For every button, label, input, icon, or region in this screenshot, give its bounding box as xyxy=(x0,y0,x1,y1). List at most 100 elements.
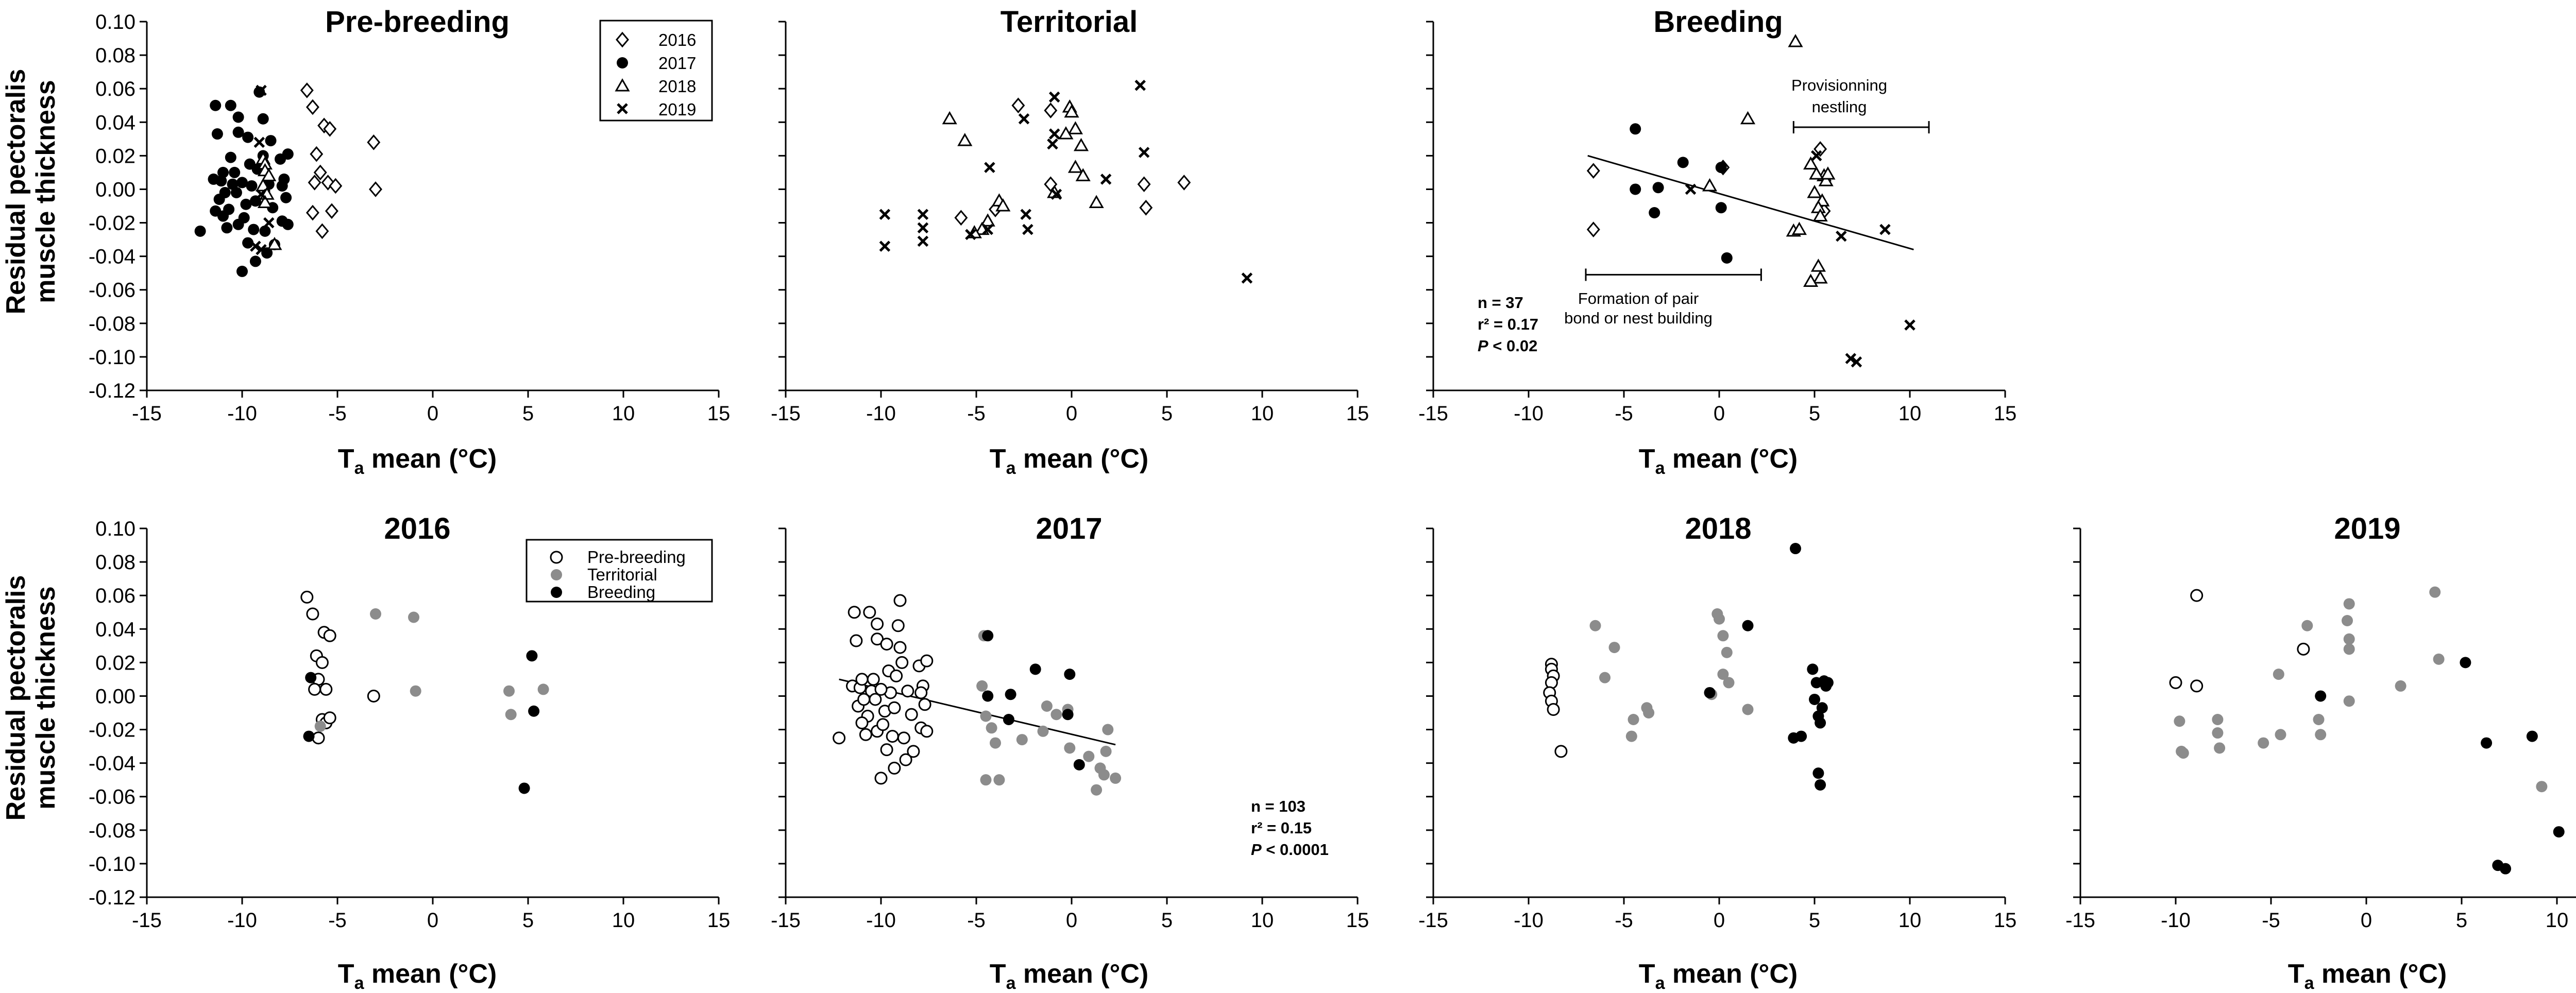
data-point xyxy=(848,606,861,619)
data-point xyxy=(863,606,876,619)
x-tick-label: -15 xyxy=(1418,909,1448,932)
data-point xyxy=(1677,157,1689,168)
legend-marker-open-circle xyxy=(550,551,563,564)
panel-2016: 0.10 0.08 0.06 0.04 0.02 0.00 -0.02 -0.04 -0.06 -… xyxy=(89,518,730,932)
x-tick-label: 0 xyxy=(1714,909,1725,932)
data-point xyxy=(329,178,343,194)
y-tick-label: -0.04 xyxy=(89,752,135,775)
data-point xyxy=(1050,189,1062,200)
legend-marker-cross xyxy=(617,103,628,114)
x-tick-label: -10 xyxy=(227,402,257,425)
series-territorial xyxy=(314,608,549,732)
data-point xyxy=(1586,221,1600,237)
data-point xyxy=(259,225,271,237)
data-point xyxy=(2169,676,2182,689)
x-axis-label-2019: Ta mean (°C) xyxy=(2288,959,2447,993)
data-point xyxy=(1704,687,1716,698)
data-point xyxy=(1048,128,1060,140)
y-tick-label: 0.06 xyxy=(95,78,135,100)
y-tick-label: 0.08 xyxy=(95,44,135,67)
legend-marker-black-circle xyxy=(551,587,562,598)
x-tick-label: -10 xyxy=(1514,402,1544,425)
y-tick-label: 0.02 xyxy=(95,145,135,167)
data-point xyxy=(240,198,252,210)
data-point xyxy=(867,673,880,686)
data-point xyxy=(899,753,912,766)
data-point xyxy=(256,84,267,96)
x-tick-label: -15 xyxy=(132,402,162,425)
x-tick-label: 15 xyxy=(707,909,731,932)
data-point xyxy=(1879,224,1891,235)
data-point xyxy=(2297,642,2310,656)
data-point xyxy=(1016,734,1028,746)
data-point xyxy=(210,99,222,111)
data-point xyxy=(982,630,994,642)
x-tick-label: 15 xyxy=(1994,909,2017,932)
data-point xyxy=(880,638,893,651)
data-point xyxy=(369,181,382,197)
y-tick-label: -0.06 xyxy=(89,279,135,302)
y-tick-label: -0.06 xyxy=(89,786,135,809)
x-tick-label: -10 xyxy=(2161,909,2191,932)
series-2018 xyxy=(256,151,282,250)
data-point xyxy=(901,684,914,698)
data-point xyxy=(1599,672,1611,683)
data-point xyxy=(1836,230,1847,242)
legend-stages: Pre-breeding Territorial Breeding xyxy=(526,539,713,603)
data-point xyxy=(210,205,222,217)
series-2017 xyxy=(194,86,294,277)
y-tick-label: 0.00 xyxy=(95,178,135,201)
x-tick-label: 10 xyxy=(1899,402,1922,425)
data-point xyxy=(2343,643,2355,655)
x-tick-label: 0 xyxy=(427,909,438,932)
data-point xyxy=(1652,182,1664,194)
data-point xyxy=(1047,138,1058,150)
data-point xyxy=(1851,356,1862,368)
data-point xyxy=(238,212,250,224)
data-point xyxy=(859,728,872,741)
x-tick-label: -5 xyxy=(1615,909,1633,932)
series-pre-breeding xyxy=(1543,658,1568,758)
x-tick-label: -15 xyxy=(771,909,801,932)
data-point xyxy=(300,590,314,604)
y-tick-label: -0.02 xyxy=(89,719,135,742)
data-point xyxy=(1098,769,1110,781)
data-point xyxy=(1649,207,1660,219)
y-axis-label-bottom-line2: muscle thickness xyxy=(31,586,61,810)
data-point xyxy=(242,237,254,249)
data-point xyxy=(2536,781,2548,793)
x-axis-label-territorial: Ta mean (°C) xyxy=(990,444,1148,478)
data-point xyxy=(229,166,241,178)
data-point xyxy=(246,180,258,192)
x-tick-label: 10 xyxy=(1251,909,1274,932)
y-axis-label-bottom-line1: Residual pectoralis xyxy=(1,575,31,821)
panel-2017: -15 -10 -5 0 5 10 15 xyxy=(771,527,1369,932)
data-point xyxy=(505,709,517,721)
data-point xyxy=(1018,113,1030,125)
y-tick-label: -0.12 xyxy=(89,886,135,909)
data-point xyxy=(242,131,254,143)
legend-label-2019: 2019 xyxy=(658,100,696,119)
y-tick-label: -0.12 xyxy=(89,380,135,402)
annotation-formation-line1: Formation of pair xyxy=(1578,289,1699,307)
data-point xyxy=(2301,620,2313,631)
data-point xyxy=(2500,863,2512,875)
panel-pre-breeding: 0.10 0.08 0.06 0.04 0.02 0.00 -0.02 -0.04 -0.06 -… xyxy=(89,11,730,425)
data-point xyxy=(1904,319,1916,331)
data-point xyxy=(367,134,381,150)
data-point xyxy=(2190,589,2204,602)
data-point xyxy=(874,772,888,785)
data-point xyxy=(211,128,223,140)
data-point xyxy=(306,607,319,621)
data-point xyxy=(954,210,968,226)
data-point xyxy=(1740,111,1756,125)
data-point xyxy=(897,731,910,745)
y-tick-label: 0.08 xyxy=(95,551,135,574)
data-point xyxy=(1064,669,1076,680)
stats-2017-r2: r² = 0.15 xyxy=(1251,819,1312,837)
range-bracket xyxy=(1792,121,1930,134)
legend-label-territorial: Territorial xyxy=(587,565,657,584)
x-tick-label: -5 xyxy=(967,402,986,425)
